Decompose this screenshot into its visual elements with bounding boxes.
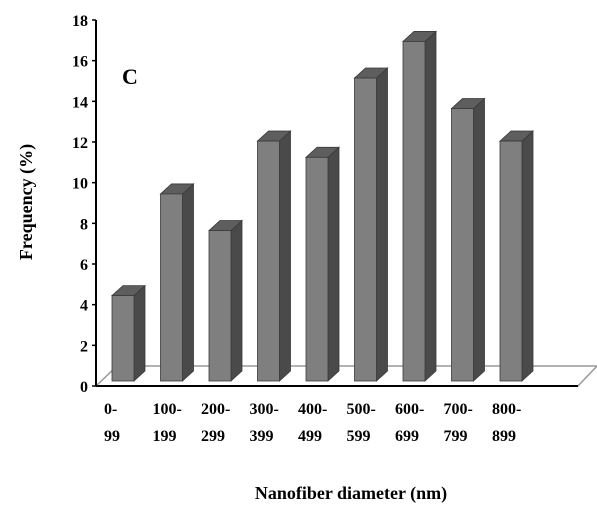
bar-side [182,183,194,382]
x-tick-label-bottom: 899 [492,428,516,445]
bar-side [327,146,340,382]
bar-front [257,140,280,382]
bar [256,130,292,382]
y-tick-label: 16 [72,54,88,71]
x-tick-label-top: 500- [347,401,376,418]
y-tick-label: 10 [72,176,88,193]
bar-side [473,97,485,382]
x-tick-label-bottom: 499 [298,428,322,445]
x-tick-label-top: 100- [153,401,182,418]
x-tick-label-bottom: 799 [444,428,468,445]
y-tick-labels: 0 2 4 6 8 10 12 14 16 18 [72,13,96,396]
x-tick-label-bottom: 599 [347,428,371,445]
bar [498,130,535,382]
x-tick-label-top: 800- [492,401,521,418]
x-tick-label-top: 700- [444,401,473,418]
y-tick-label: 0 [80,379,88,396]
x-tick-labels: 0- 99 100- 199 200- 299 300- 399 400- 499 500- 599 6… [104,401,521,445]
y-axis-title: Frequency (%) [16,144,37,260]
bar-side [376,67,388,382]
bar [207,219,244,382]
bar [304,146,341,382]
x-tick-label-top: 300- [250,401,279,418]
y-tick-label: 18 [72,13,88,30]
y-tick-label: 2 [80,338,88,355]
bar-front [111,295,135,382]
bar-side [279,130,291,382]
y-tick-label: 14 [72,94,88,111]
bar-front [499,140,523,382]
bar-front [305,156,329,382]
x-tick-label-bottom: 299 [201,428,225,445]
bar [353,67,389,382]
x-tick-label-bottom: 399 [250,428,274,445]
x-axis-title: Nanofiber diameter (nm) [255,483,447,504]
x-tick-label-top: 200- [201,401,230,418]
panel-annotation: C [122,64,138,89]
bars [110,30,535,382]
bar-side [133,284,146,382]
bar-front [402,41,426,382]
bar-side [230,219,243,382]
x-tick-label-top: 400- [298,401,327,418]
bar-front [208,230,232,382]
x-tick-label-bottom: 199 [153,428,177,445]
x-tick-label-top: 600- [395,401,424,418]
x-tick-label-bottom: 699 [395,428,419,445]
x-tick-label-top: 0- [104,401,117,418]
y-tick-label: 6 [80,257,88,274]
bar [401,30,438,382]
y-tick-label: 12 [72,135,88,152]
bar-front [451,108,474,382]
bar-side [521,130,534,382]
bar [110,284,147,382]
x-tick-label-bottom: 99 [104,428,120,445]
bar-side [424,30,437,382]
y-tick-label: 8 [80,216,88,233]
bar [159,183,195,382]
bar [450,97,486,382]
bar-front [160,193,183,382]
y-tick-label: 4 [80,298,88,315]
bar-front [354,77,377,382]
y-axis [95,20,578,387]
